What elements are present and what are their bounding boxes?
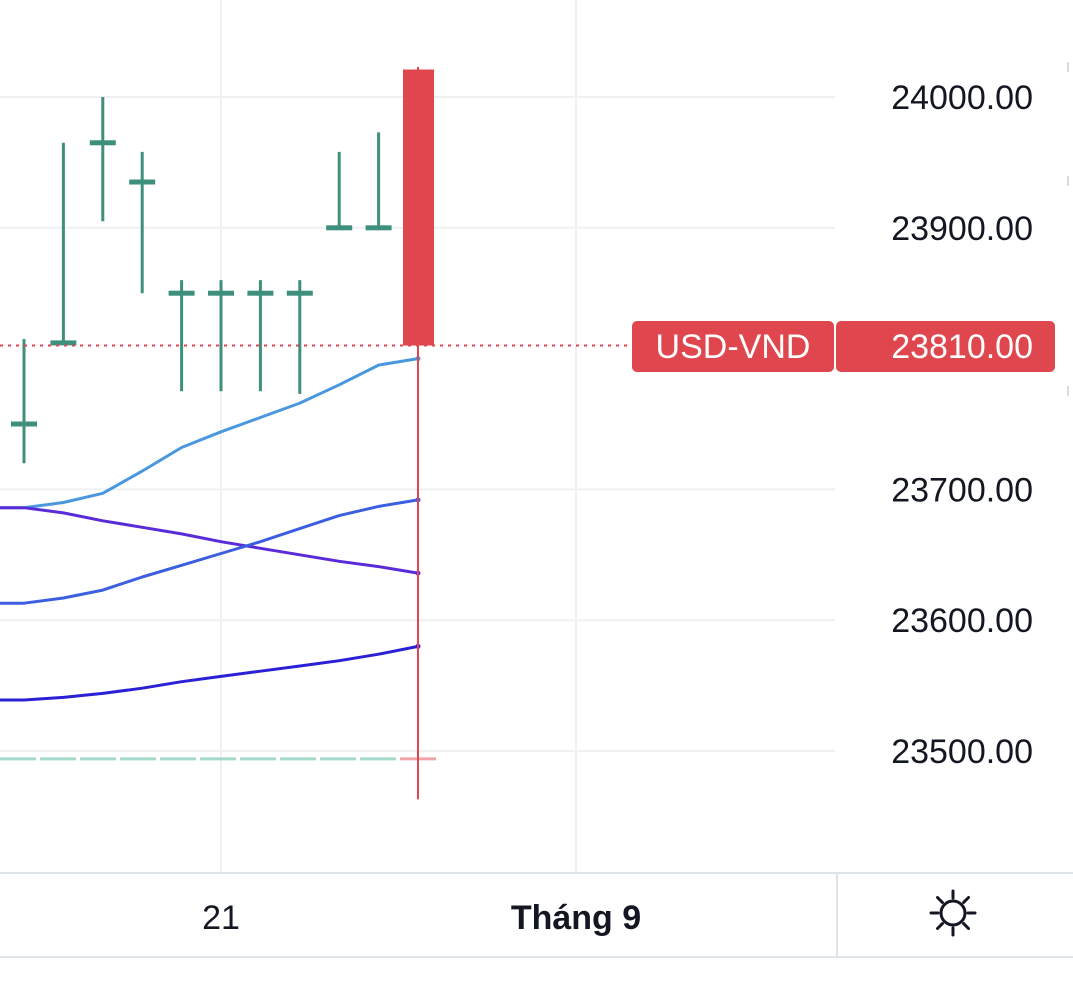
candle-body-3 xyxy=(129,179,156,185)
candle-body-6 xyxy=(247,290,274,296)
price-tick-4: 23500.00 xyxy=(891,733,1033,771)
price-tick-3: 23600.00 xyxy=(891,602,1033,640)
candle-body-5 xyxy=(208,290,234,296)
symbol-tag-text: USD-VND xyxy=(656,328,811,366)
indicator-line-1 xyxy=(0,506,419,575)
indicator-lines xyxy=(0,356,421,702)
candle-body-10 xyxy=(403,69,434,346)
ohlc-bars xyxy=(11,66,434,800)
candle-body-2 xyxy=(89,140,116,146)
settings-sun-icon[interactable] xyxy=(929,889,977,937)
candle-body-4 xyxy=(168,290,195,296)
time-axis[interactable]: 21 Tháng 9 xyxy=(0,872,1073,958)
candle-body-9 xyxy=(365,225,392,231)
candle-body-1 xyxy=(50,340,77,346)
symbol-tag-bg xyxy=(632,321,834,372)
price-axis[interactable]: 24000.00 23900.00 23700.00 23600.00 23500.00 xyxy=(891,79,1033,771)
candle-body-7 xyxy=(286,290,313,296)
last-price-tag-bg xyxy=(836,321,1055,372)
price-tick-1: 23900.00 xyxy=(891,210,1033,248)
last-price-label: USD-VND 23810.00 xyxy=(632,321,1055,372)
time-tick-month: Tháng 9 xyxy=(511,899,641,937)
indicator-line-0 xyxy=(0,357,419,510)
price-tick-2: 23700.00 xyxy=(891,471,1033,509)
indicator-line-3 xyxy=(0,644,419,702)
price-tick-0: 24000.00 xyxy=(891,79,1033,117)
candle-body-0 xyxy=(11,421,37,427)
last-price-tag-text: 23810.00 xyxy=(891,328,1033,366)
time-tick-21: 21 xyxy=(202,899,240,937)
candle-body-8 xyxy=(326,225,353,231)
indicator-line-2 xyxy=(0,498,419,605)
